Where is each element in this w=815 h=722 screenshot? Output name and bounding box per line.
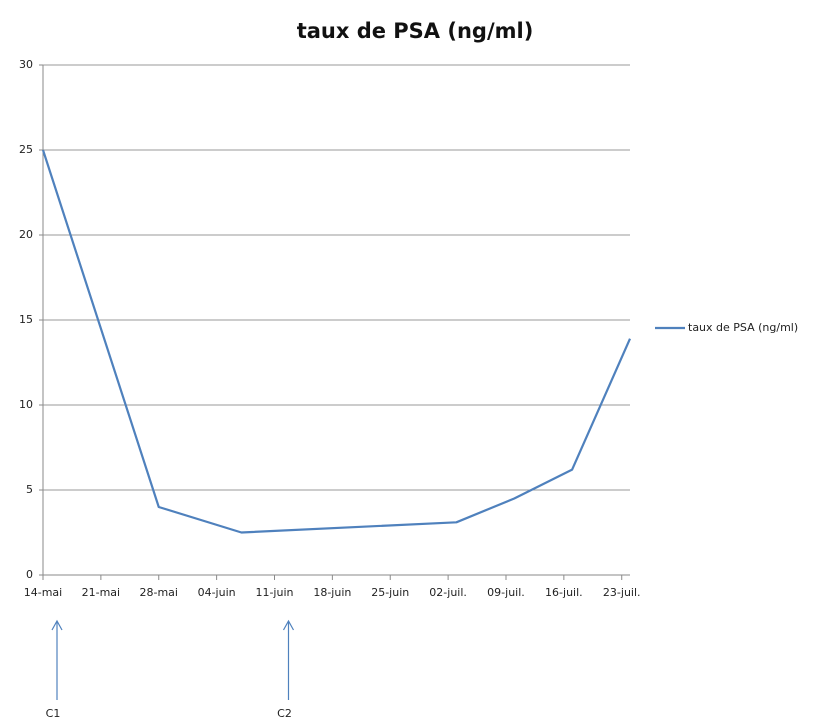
y-tick-label: 25 [19,143,33,156]
legend-label: taux de PSA (ng/ml) [688,321,798,334]
x-tick-label: 21-mai [82,586,120,599]
annotation-label: C1 [46,707,61,720]
y-tick-label: 10 [19,398,33,411]
annotation-arrowhead [282,619,295,631]
y-tick-label: 15 [19,313,33,326]
x-tick-label: 25-juin [371,586,409,599]
annotation-label: C2 [277,707,292,720]
x-tick-label: 02-juil. [429,586,467,599]
x-tick-label: 23-juil. [603,586,641,599]
chart-title: taux de PSA (ng/ml) [297,19,534,43]
x-tick-label: 09-juil. [487,586,525,599]
data-line [41,149,632,534]
x-tick-label: 04-juin [198,586,236,599]
x-tick-label: 18-juin [313,586,351,599]
x-tick-label: 11-juin [255,586,293,599]
y-tick-label: 20 [19,228,33,241]
y-tick-label: 0 [26,568,33,581]
x-tick-label: 14-mai [24,586,62,599]
x-tick-label: 28-mai [140,586,178,599]
annotation-arrowhead [51,619,63,631]
y-tick-label: 5 [26,483,33,496]
y-tick-label: 30 [19,58,33,71]
x-tick-label: 16-juil. [545,586,583,599]
